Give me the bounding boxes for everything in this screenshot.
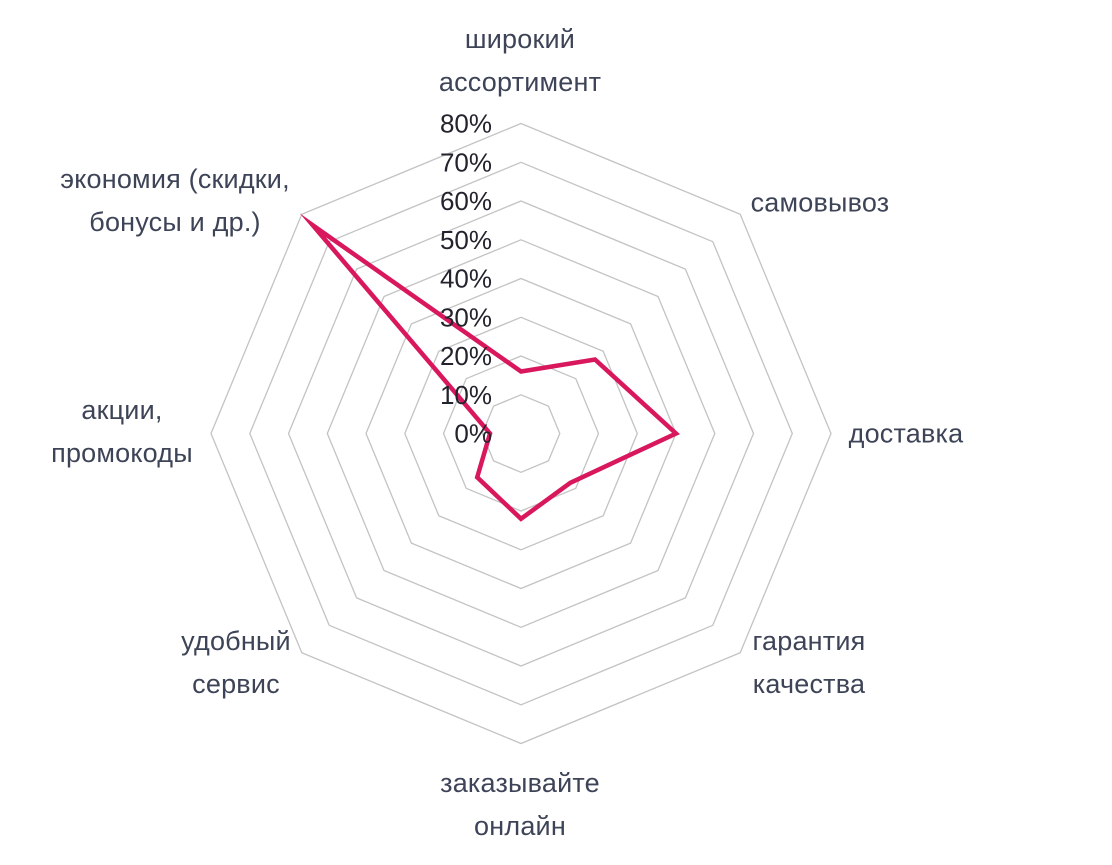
axis-label-shirokiy-assortiment: широкий ассортимент	[439, 18, 601, 104]
series-polygon	[299, 213, 681, 522]
tick-label-10pct: 10%	[440, 380, 492, 410]
axis-label-ekonomiya-skidki-bonusy: экономия (скидки, бонусы и др.)	[60, 158, 290, 244]
axis-label-line: качества	[752, 669, 866, 699]
axis-label-line: широкий	[464, 24, 576, 54]
axis-label-udobnyy-servis: удобный сервис	[181, 620, 291, 706]
axis-label-line: бонусы и др.)	[89, 207, 261, 237]
grid-ring-60pct	[287, 200, 755, 667]
axis-label-line: гарантия	[752, 626, 866, 656]
grid-ring-40pct	[365, 277, 677, 590]
tick-label-50pct: 50%	[440, 225, 492, 255]
tick-label-20pct: 20%	[440, 341, 492, 371]
axis-label-line: промокоды	[51, 438, 193, 468]
axis-label-line: заказывайте	[440, 768, 600, 798]
axis-label-line: акции,	[81, 395, 163, 425]
grid-ring-50pct	[326, 239, 716, 629]
axis-label-aktsii-promokody: акции, промокоды	[51, 389, 193, 475]
axis-label-dostavka: доставка	[849, 413, 964, 456]
axis-label-line: онлайн	[474, 811, 566, 841]
tick-label-80pct: 80%	[440, 109, 492, 139]
grid-ring-10pct	[481, 394, 561, 474]
axis-label-zakazyvayte-onlayn: заказывайте онлайн	[440, 762, 600, 848]
tick-label-30pct: 30%	[440, 302, 492, 332]
axis-label-garantiya-kachestva: гарантия качества	[753, 620, 866, 706]
tick-label-40pct: 40%	[440, 264, 492, 294]
axis-label-line: доставка	[848, 418, 964, 449]
tick-label-60pct: 60%	[440, 186, 492, 216]
grid-ring-70pct	[249, 161, 794, 706]
axis-label-line: самовывоз	[750, 187, 890, 218]
axis-label-line: экономия (скидки,	[60, 164, 290, 194]
grid-ring-80pct	[210, 122, 832, 745]
axis-label-line: ассортимент	[438, 67, 602, 97]
axis-label-line: удобный	[181, 626, 291, 656]
axis-label-line: сервис	[192, 669, 280, 699]
tick-label-0pct: 0%	[454, 419, 492, 449]
axis-label-samovyvoz: самовывоз	[751, 182, 890, 225]
tick-label-70pct: 70%	[440, 147, 492, 177]
